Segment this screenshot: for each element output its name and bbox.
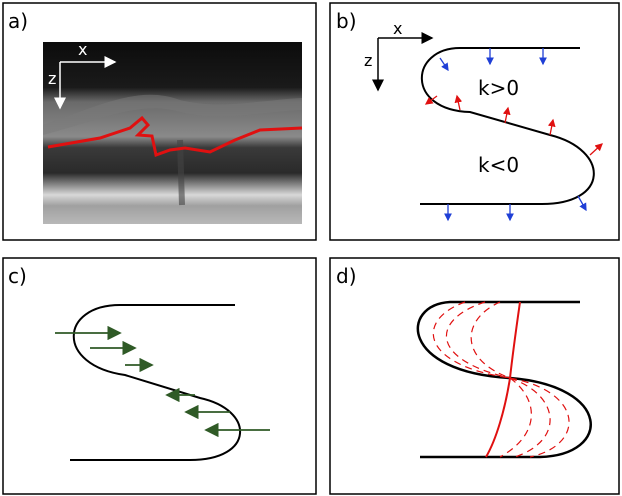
axis-label: z <box>48 69 56 88</box>
s-curve <box>70 305 240 460</box>
panel-frame <box>330 258 619 494</box>
normal-arrows <box>426 48 602 220</box>
axis-label: x <box>78 40 87 59</box>
force-arrows <box>55 333 270 430</box>
figure: a) b) c) d) x z x z k>0 k<0 <box>0 0 622 496</box>
annotation: k<0 <box>478 153 519 177</box>
axis-label: x <box>393 19 402 38</box>
panel-frame <box>3 258 316 494</box>
annotation: k>0 <box>478 76 519 100</box>
panel-label: a) <box>8 9 28 33</box>
s-curve <box>420 48 594 204</box>
axis-label: z <box>364 51 372 70</box>
panel-label: b) <box>336 9 357 33</box>
panel-label: d) <box>336 264 357 288</box>
panel-label: c) <box>8 264 27 288</box>
s-curve <box>418 302 591 457</box>
oct-image <box>43 42 302 224</box>
dashed-curves <box>433 302 569 457</box>
